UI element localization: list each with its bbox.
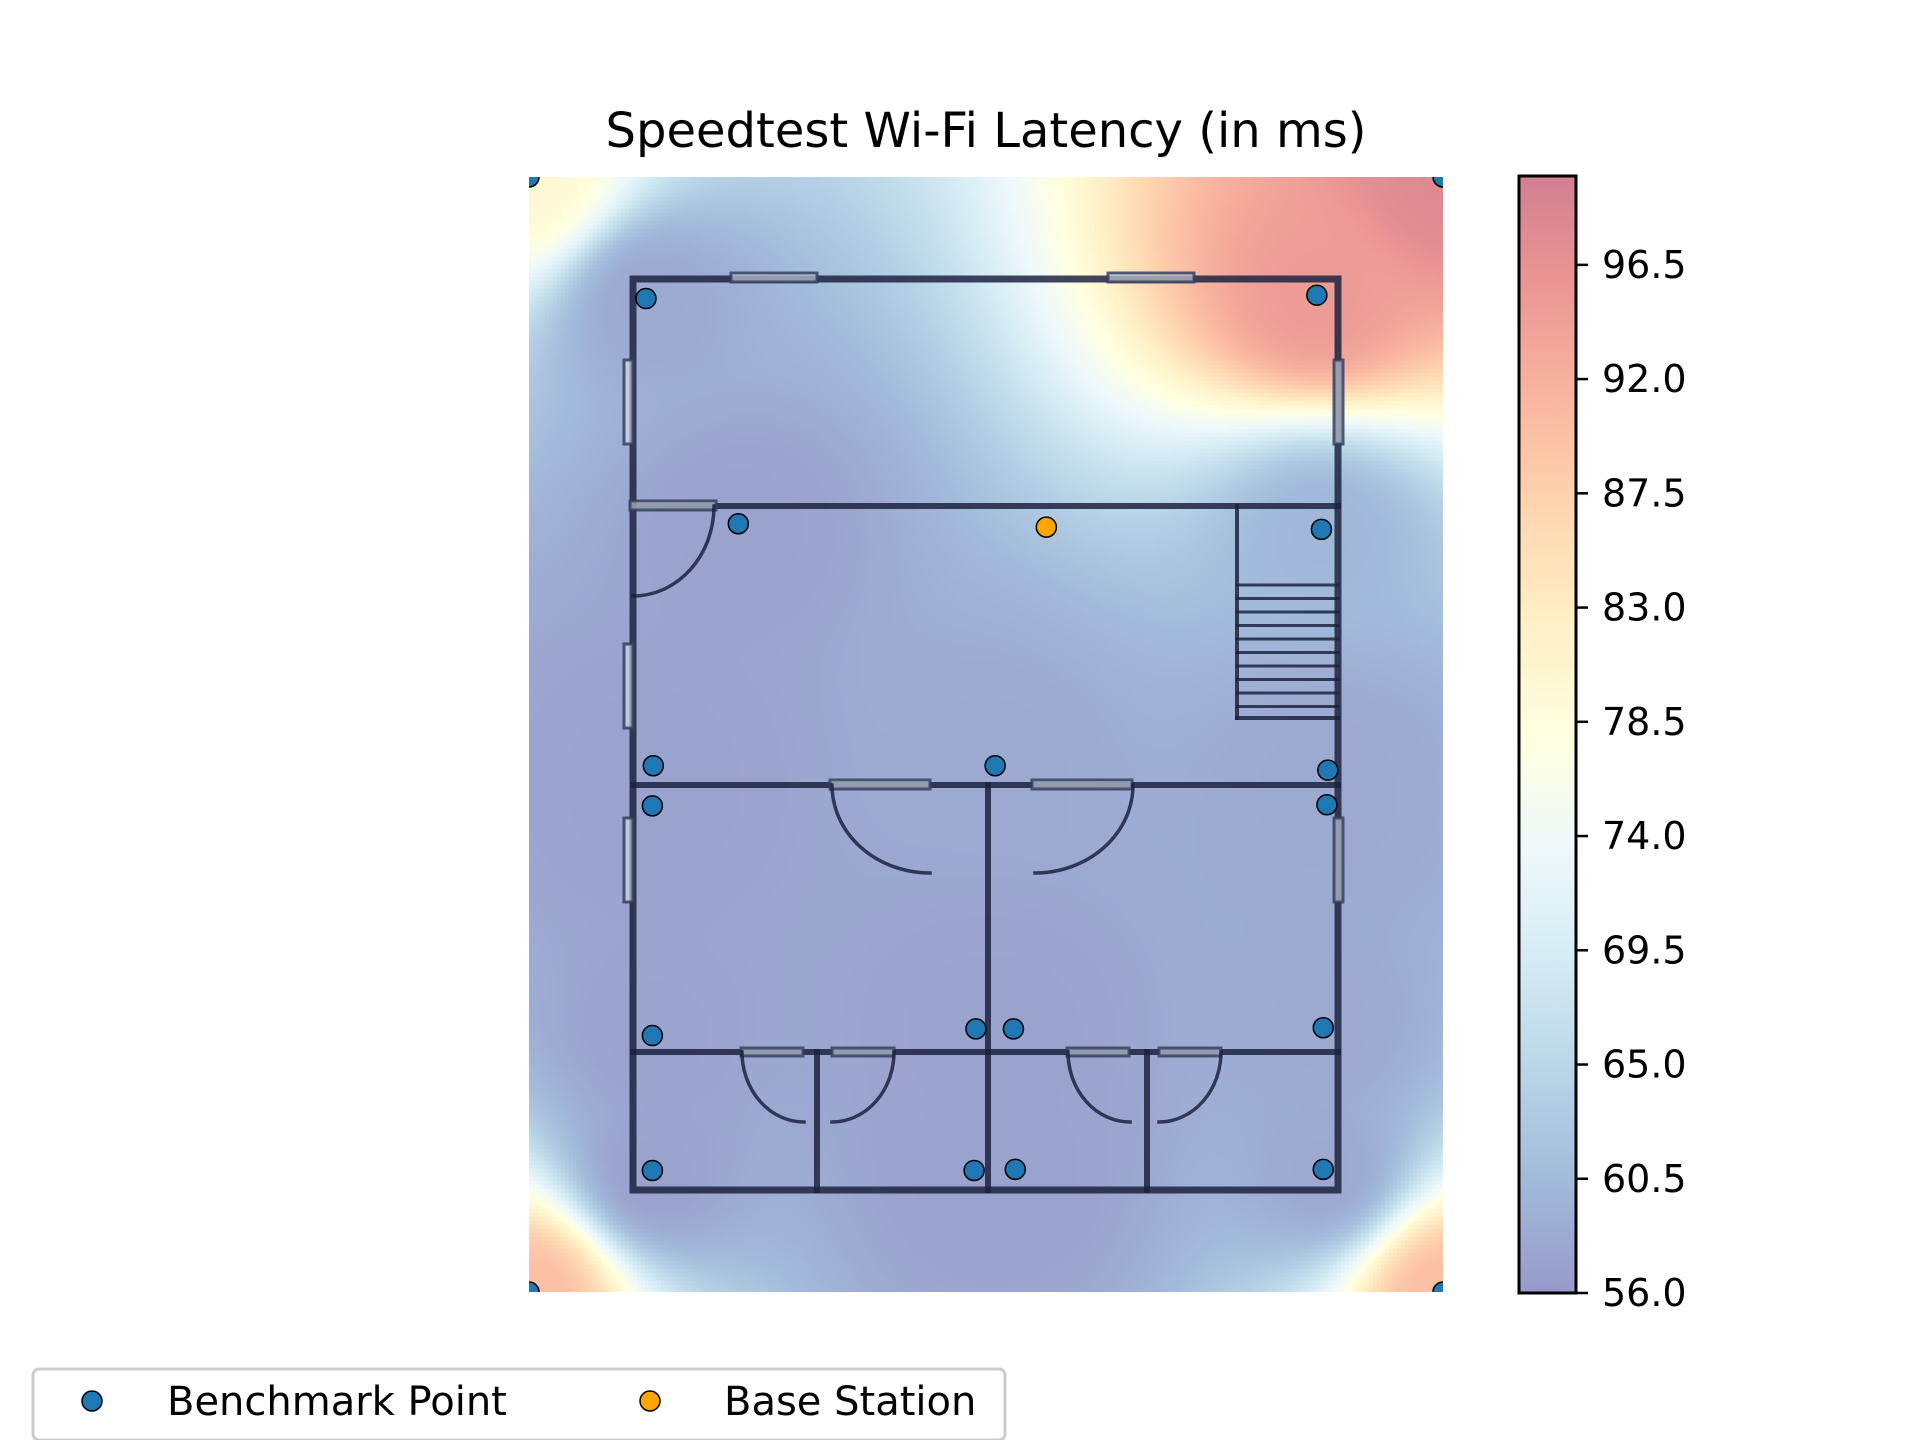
window [1030, 778, 1134, 791]
benchmark-point [1316, 793, 1338, 816]
colorbar: 56.0 60.5 65.0 69.5 74.0 78.5 83.0 87.5 92.0 96.5 [1517, 174, 1687, 1315]
legend-label-benchmark: Benchmark Point [167, 1379, 507, 1425]
benchmark-point [529, 1281, 540, 1292]
window [830, 1046, 896, 1058]
benchmark-point [1312, 1158, 1335, 1181]
colorbar-ticks: 56.0 60.5 65.0 69.5 74.0 78.5 83.0 87.5 92.0 96.5 [1576, 243, 1687, 1315]
chart-markers [529, 177, 1443, 1292]
window [1332, 358, 1345, 446]
colorbar-gradient [1517, 174, 1578, 1295]
door-swing [1066, 1050, 1132, 1124]
window [1106, 271, 1196, 284]
window [622, 642, 635, 730]
door-swing [740, 1050, 806, 1124]
colorbar-tick-label: 60.5 [1602, 1157, 1687, 1201]
legend: Benchmark Point Base Station [31, 1367, 1007, 1442]
window [1332, 816, 1345, 904]
benchmark-point [641, 795, 664, 817]
benchmark-point [1317, 759, 1339, 781]
door-swing [631, 504, 716, 598]
floor-plan [622, 271, 1345, 1194]
colorbar-tick-label: 87.5 [1602, 471, 1687, 515]
benchmark-point [529, 177, 540, 188]
benchmark-point [1004, 1158, 1026, 1181]
door-swing [1157, 1050, 1223, 1124]
benchmark-point [642, 754, 665, 777]
door-swings [631, 504, 1223, 1124]
window [622, 358, 635, 446]
benchmark-point [1002, 1018, 1025, 1040]
window [828, 778, 932, 791]
window [729, 271, 819, 284]
benchmark-point [1306, 284, 1328, 306]
base-station-point [1035, 516, 1058, 538]
benchmark-point [984, 754, 1006, 777]
door-swing [830, 1050, 896, 1124]
benchmark-point [1432, 1281, 1443, 1292]
window [1065, 1046, 1131, 1058]
window [1157, 1046, 1223, 1058]
colorbar-tick-label: 69.5 [1602, 928, 1687, 972]
plot-area [529, 177, 1443, 1292]
benchmark-point [1432, 177, 1443, 188]
legend-marker-base-station [639, 1390, 661, 1412]
legend-entry-base-station: Base Station [639, 1379, 976, 1425]
stair-steps [1235, 583, 1340, 708]
window [628, 499, 718, 512]
door-swing [830, 783, 932, 875]
benchmark-point [963, 1159, 985, 1182]
benchmark-point [641, 1024, 664, 1047]
chart-title: Speedtest Wi-Fi Latency (in ms) [606, 103, 1367, 159]
colorbar-tick-label: 96.5 [1602, 243, 1687, 287]
benchmark-point [965, 1018, 987, 1040]
window [622, 816, 635, 904]
colorbar-tick-label: 92.0 [1602, 357, 1687, 401]
benchmark-point [635, 287, 657, 310]
benchmark-point [1310, 518, 1333, 541]
legend-entry-benchmark: Benchmark Point [81, 1379, 507, 1425]
legend-marker-benchmark [81, 1390, 103, 1412]
windows [622, 271, 1345, 1058]
window [739, 1046, 805, 1058]
door-swing [1033, 783, 1135, 875]
colorbar-tick-label: 56.0 [1602, 1271, 1687, 1315]
colorbar-tick-label: 78.5 [1602, 700, 1687, 744]
legend-label-base-station: Base Station [724, 1379, 976, 1425]
colorbar-tick-label: 74.0 [1602, 814, 1687, 858]
benchmark-point [1312, 1016, 1335, 1039]
colorbar-tick-label: 65.0 [1602, 1043, 1687, 1087]
benchmark-point [641, 1159, 664, 1182]
colorbar-tick-label: 83.0 [1602, 586, 1687, 630]
benchmark-point [727, 513, 750, 535]
